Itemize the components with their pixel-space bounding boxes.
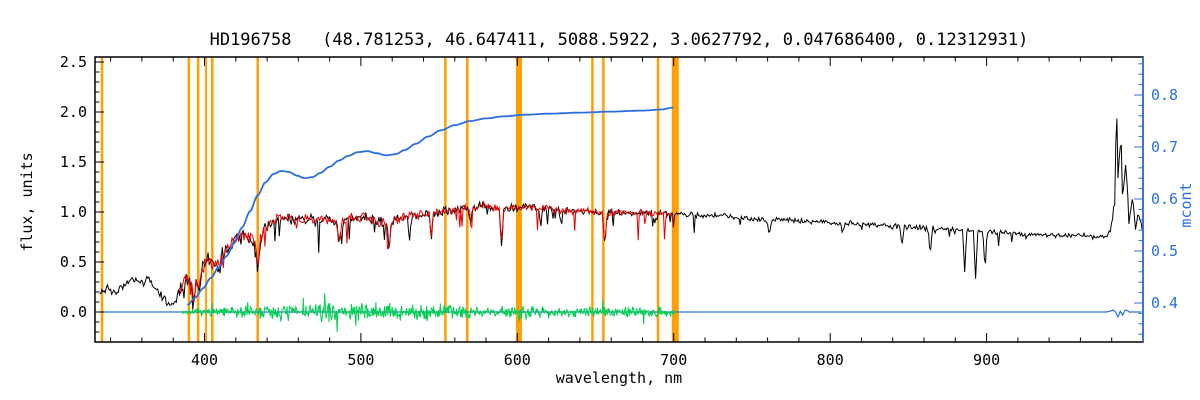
series-group [99,106,1143,333]
tick-label: 1.0 [60,203,87,221]
x-tick-labels: 400 500 600 700 800 900 [191,351,1000,369]
y-tick-labels-left: 0.0 0.5 1.0 1.5 2.0 2.5 [60,53,87,321]
x-axis-ticks [110,57,1113,342]
plot-frame [94,56,1144,343]
y-axis-label-left: flux, units [18,152,36,252]
x-axis-label: wavelength, nm [555,369,683,387]
y-tick-labels-right: 0.4 0.5 0.6 0.7 0.8 [1151,86,1178,312]
plot-title: HD196758 (48.781253, 46.647411, 5088.592… [209,30,1029,50]
tick-label: 600 [504,351,531,369]
y-axis-ticks-left [95,61,104,333]
series-observed-spectrum [99,118,1143,310]
tick-label: 0.5 [1151,242,1178,260]
tick-label: 1.5 [60,153,87,171]
tick-label: 0.0 [60,303,87,321]
series-continuum-mcont [186,106,674,306]
tick-label: 700 [660,351,687,369]
tick-label: 2.5 [60,53,87,71]
y-axis-ticks-right [1134,63,1143,335]
mask-lines [100,57,679,342]
tick-label: 0.5 [60,253,87,271]
tick-label: 400 [191,351,218,369]
series-fit-residuals [182,293,675,333]
tick-label: 0.7 [1151,138,1178,156]
tick-label: 800 [817,351,844,369]
series-model-fit-spectrum [179,200,674,304]
tick-label: 2.0 [60,103,87,121]
tick-label: 0.4 [1151,294,1178,312]
y-axis-label-right: mcont [1177,182,1195,228]
tick-label: 500 [347,351,374,369]
tick-label: 0.6 [1151,190,1178,208]
tick-label: 0.8 [1151,86,1178,104]
tick-label: 900 [973,351,1000,369]
